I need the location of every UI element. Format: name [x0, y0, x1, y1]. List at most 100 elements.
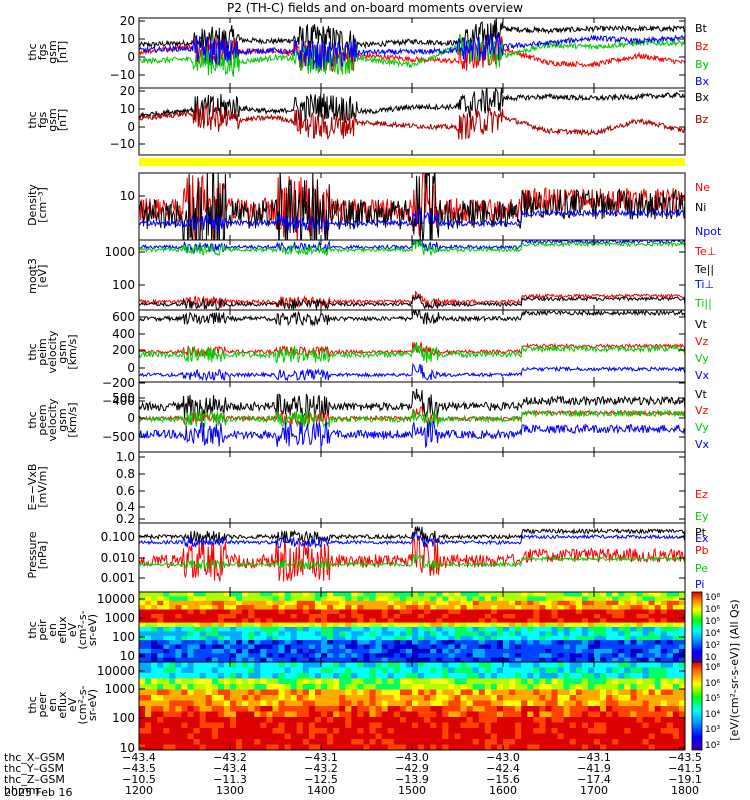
ephem-value: −43.2 — [213, 751, 247, 764]
ephem-value: 1800 — [671, 784, 699, 797]
panel-7 — [138, 451, 686, 524]
y-axis-label: thc peer en eflux eV (cm²-s- sr-eV) — [26, 685, 99, 725]
legend-vy: Vy — [695, 352, 709, 365]
y-tick-label: 100 — [112, 711, 135, 725]
panel-1 — [138, 17, 686, 89]
colorbar-title: [eV/(cm²-sr-s-eV)] (All Qs) — [728, 599, 741, 741]
ephem-value: −43.5 — [668, 751, 702, 764]
legend-vy: Vy — [695, 421, 709, 434]
colorbar-tick-label: 10⁵ — [705, 694, 721, 705]
y-tick-label: 10 — [119, 649, 135, 663]
ephem-value: −41.5 — [668, 762, 702, 775]
ephem-value: 1300 — [216, 784, 244, 797]
legend-bx: Bx — [695, 91, 710, 104]
ephem-value: −43.1 — [304, 751, 338, 764]
y-tick-label: 500 — [112, 391, 135, 405]
legend-bx: Bx — [695, 75, 710, 88]
series-bx — [139, 33, 685, 70]
legend-ti: Ti⊥ — [695, 278, 715, 291]
y-tick-label: −200 — [102, 376, 135, 390]
legend-vz: Vz — [695, 404, 709, 417]
ephem-value: −43.2 — [304, 762, 338, 775]
legend-vx: Vx — [695, 369, 710, 382]
y-tick-label: 10 — [119, 102, 135, 116]
ephem-value: −43.1 — [577, 751, 611, 764]
colorbar-tick-label: 10 — [705, 653, 717, 663]
legend-by: By — [695, 58, 710, 71]
legend-vx: Vx — [695, 438, 710, 451]
quality-flag-bar — [139, 158, 685, 166]
legend-pe: Pe — [695, 562, 709, 575]
colorbar-tick-label: 10⁴ — [705, 629, 721, 639]
y-tick-label: 0 — [127, 411, 135, 425]
ephem-value: 1200 — [125, 784, 153, 797]
y-tick-label: 100 — [112, 278, 135, 292]
ephem-value: −43.0 — [395, 751, 429, 764]
y-tick-label: 10000 — [96, 592, 135, 606]
y-tick-label: 10000 — [96, 664, 135, 678]
series-pe — [139, 554, 685, 572]
ephem-value: −43.0 — [486, 751, 520, 764]
series-ti — [139, 240, 685, 257]
ephem-value: −43.4 — [122, 751, 156, 764]
colorbar-tick-label: 10³ — [705, 725, 721, 736]
series-pt — [139, 526, 685, 545]
series-bt — [139, 18, 685, 56]
y-tick-label: 0.001 — [100, 571, 135, 585]
y-tick-label: 100 — [112, 630, 135, 644]
colorbar-tick-label: 10⁶ — [705, 678, 721, 689]
y-tick-label: 1.0 — [115, 450, 135, 464]
legend-pi: Pi — [695, 578, 705, 591]
legend-vt: Vt — [695, 388, 707, 401]
legend-bt: Bt — [695, 22, 707, 35]
legend-pb: Pb — [695, 544, 709, 557]
y-tick-label: 10 — [119, 189, 135, 203]
panel-8 — [138, 522, 686, 593]
legend-vz: Vz — [695, 335, 709, 348]
series-vy — [139, 408, 685, 429]
legend-te: Te|| — [695, 263, 715, 276]
legend-ey: Ey — [695, 510, 709, 523]
legend-ni: Ni — [695, 201, 707, 214]
y-tick-label: 1000 — [104, 682, 135, 696]
series-npot — [139, 208, 685, 232]
y-tick-label: −500 — [102, 430, 135, 444]
series-bz — [139, 103, 685, 140]
series-bx — [139, 88, 685, 124]
y-tick-label: 0.8 — [115, 467, 135, 481]
panel-6 — [138, 381, 686, 453]
ephem-value: −11.3 — [213, 773, 247, 786]
legend-pt: Pt — [695, 526, 706, 539]
legend-npot: Npot — [695, 225, 722, 238]
ephem-value: −41.9 — [577, 762, 611, 775]
ephem-value: −13.9 — [395, 773, 429, 786]
colorbar-tick-label: 10⁵ — [705, 617, 721, 627]
ephem-value: −43.5 — [122, 762, 156, 775]
ephem-value: −12.5 — [304, 773, 338, 786]
ephem-value: −17.4 — [577, 773, 611, 786]
series-pi — [139, 531, 685, 549]
legend-te: Te⊥ — [695, 245, 717, 258]
panel-frame — [138, 451, 686, 524]
ephem-label: hhmm — [4, 784, 40, 797]
ephem-value: 1700 — [580, 784, 608, 797]
legend-vt: Vt — [695, 318, 707, 331]
y-axis-label: thc fgs gsm [nT] — [26, 108, 69, 132]
panel-5 — [138, 309, 686, 402]
series-vy — [139, 341, 685, 364]
panel-9 — [138, 591, 686, 663]
colorbar-tick-label: 10⁶ — [705, 605, 721, 615]
ephem-label: thc_X–GSM — [4, 751, 65, 764]
ephem-value: −15.6 — [486, 773, 520, 786]
ephem-value: −42.9 — [395, 762, 429, 775]
y-tick-label: 10 — [119, 741, 135, 755]
colorbar-2 — [691, 661, 703, 751]
ephem-value: −42.4 — [486, 762, 520, 775]
y-tick-label: 0.4 — [115, 500, 135, 514]
legend-bz: Bz — [695, 113, 709, 126]
series-vx — [139, 362, 685, 382]
y-tick-label: 400 — [112, 327, 135, 341]
colorbar-tick-label: 10² — [705, 741, 721, 751]
colorbar-tick-label: 10⁸ — [705, 663, 721, 673]
